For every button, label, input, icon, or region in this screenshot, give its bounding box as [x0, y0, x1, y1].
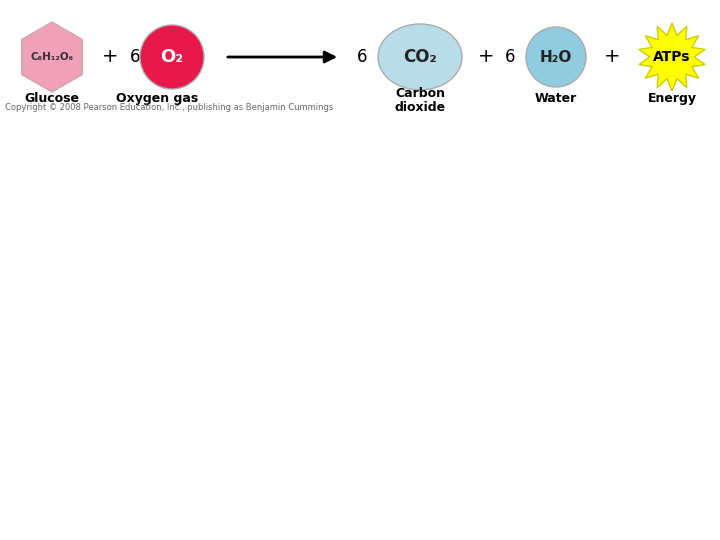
Text: C₆H₁₂O₆: C₆H₁₂O₆ [30, 52, 73, 62]
Circle shape [140, 25, 204, 89]
Text: +: + [102, 48, 118, 66]
Text: H₂O: H₂O [540, 50, 572, 64]
Text: O₂: O₂ [161, 48, 184, 66]
Text: 6: 6 [356, 48, 367, 66]
Text: Water: Water [535, 92, 577, 105]
Text: Krebs cycle: Krebs cycle [55, 310, 214, 338]
Polygon shape [639, 23, 705, 91]
Text: Carbon
dioxide: Carbon dioxide [395, 87, 446, 114]
Text: 6: 6 [130, 48, 140, 66]
Text: +: + [478, 48, 494, 66]
Text: •: • [28, 310, 46, 339]
Text: Cellular Respiration has 3 parts: Cellular Respiration has 3 parts [20, 135, 712, 173]
Text: Glucose: Glucose [24, 92, 79, 105]
Text: Copyright © 2008 Pearson Education, Inc., publishing as Benjamin Cummings: Copyright © 2008 Pearson Education, Inc.… [5, 103, 333, 112]
Text: •: • [28, 385, 46, 414]
Text: Oxidative phosphorylation (AKA the
  electric transport chain): Oxidative phosphorylation (AKA the elect… [55, 385, 551, 450]
Text: Oxygen gas: Oxygen gas [116, 92, 198, 105]
Text: CO₂: CO₂ [403, 48, 437, 66]
Text: 6: 6 [505, 48, 516, 66]
Text: +: + [604, 48, 620, 66]
Text: Glycolysis: Glycolysis [55, 230, 194, 258]
Circle shape [526, 27, 586, 87]
Text: •: • [28, 230, 46, 259]
Polygon shape [22, 22, 82, 92]
Ellipse shape [378, 24, 462, 90]
Text: Energy: Energy [647, 92, 696, 105]
Text: ATPs: ATPs [653, 50, 690, 64]
